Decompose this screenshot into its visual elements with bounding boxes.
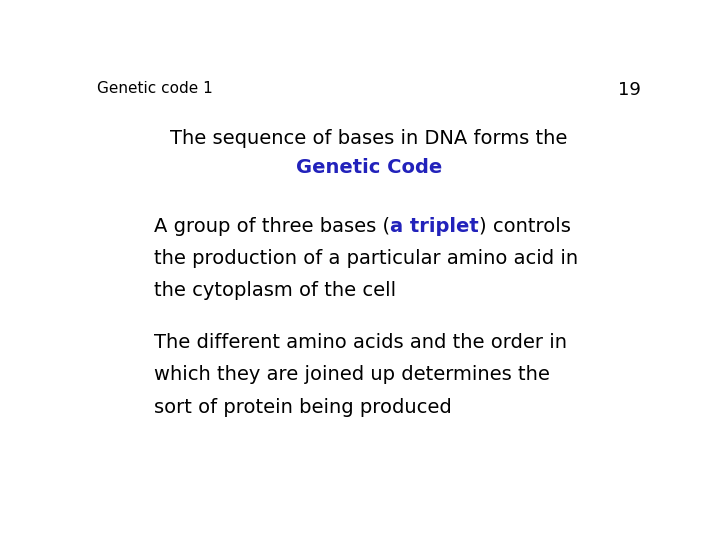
Text: the production of a particular amino acid in: the production of a particular amino aci… — [154, 249, 578, 268]
Text: a triplet: a triplet — [390, 217, 479, 235]
Text: The sequence of bases in DNA forms the: The sequence of bases in DNA forms the — [171, 129, 567, 149]
Text: Genetic code 1: Genetic code 1 — [96, 80, 212, 96]
Text: ) controls: ) controls — [479, 217, 571, 235]
Text: A group of three bases (: A group of three bases ( — [154, 217, 390, 235]
Text: 19: 19 — [618, 80, 642, 99]
Text: the cytoplasm of the cell: the cytoplasm of the cell — [154, 281, 396, 300]
Text: Genetic Code: Genetic Code — [296, 158, 442, 177]
Text: The different amino acids and the order in: The different amino acids and the order … — [154, 333, 567, 352]
Text: which they are joined up determines the: which they are joined up determines the — [154, 366, 550, 384]
Text: sort of protein being produced: sort of protein being produced — [154, 398, 452, 417]
